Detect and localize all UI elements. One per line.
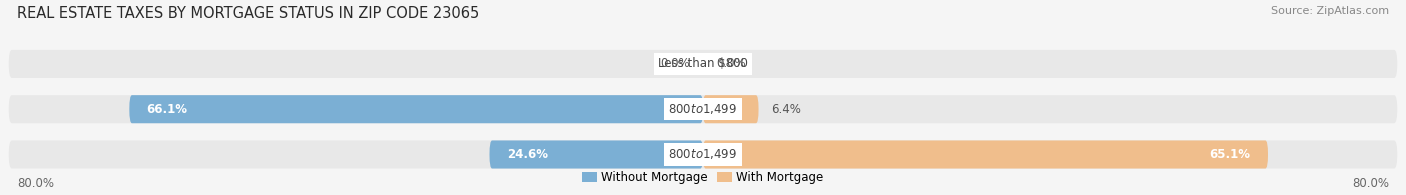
Text: 80.0%: 80.0%	[1353, 177, 1389, 190]
Text: Less than $800: Less than $800	[658, 57, 748, 70]
Text: Source: ZipAtlas.com: Source: ZipAtlas.com	[1271, 6, 1389, 16]
Text: 0.0%: 0.0%	[661, 57, 690, 70]
Text: 66.1%: 66.1%	[146, 103, 187, 116]
Text: 80.0%: 80.0%	[17, 177, 53, 190]
Text: 0.0%: 0.0%	[716, 57, 745, 70]
Legend: Without Mortgage, With Mortgage: Without Mortgage, With Mortgage	[578, 167, 828, 189]
FancyBboxPatch shape	[8, 140, 1398, 168]
FancyBboxPatch shape	[8, 95, 1398, 123]
Text: $800 to $1,499: $800 to $1,499	[668, 147, 738, 161]
Text: 24.6%: 24.6%	[506, 148, 548, 161]
FancyBboxPatch shape	[129, 95, 703, 123]
FancyBboxPatch shape	[489, 140, 703, 168]
Text: REAL ESTATE TAXES BY MORTGAGE STATUS IN ZIP CODE 23065: REAL ESTATE TAXES BY MORTGAGE STATUS IN …	[17, 6, 479, 21]
FancyBboxPatch shape	[703, 140, 1268, 168]
FancyBboxPatch shape	[703, 95, 759, 123]
FancyBboxPatch shape	[8, 50, 1398, 78]
Text: 65.1%: 65.1%	[1209, 148, 1251, 161]
Text: $800 to $1,499: $800 to $1,499	[668, 102, 738, 116]
Text: 6.4%: 6.4%	[772, 103, 801, 116]
